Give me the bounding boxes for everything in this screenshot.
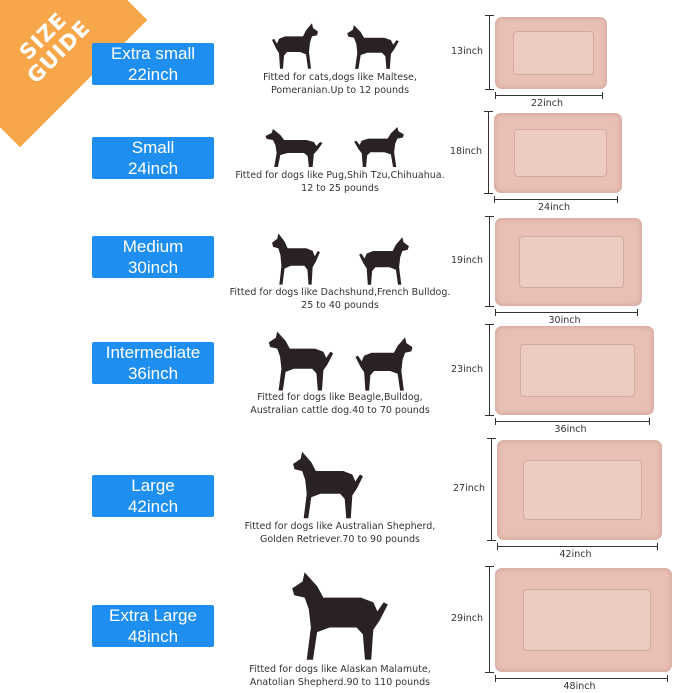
mat-inner-border [512, 31, 594, 75]
mat-image [497, 440, 662, 540]
width-label: 42inch [559, 549, 592, 560]
dog-silhouette-icon [353, 336, 415, 396]
width-label: 36inch [554, 424, 587, 435]
size-button-1[interactable]: Small 24inch [92, 137, 214, 179]
height-label: 29inch [451, 613, 483, 624]
size-length: 30inch [127, 258, 179, 277]
size-button-4[interactable]: Large 42inch [92, 475, 214, 517]
description-line: Fitted for dogs like Dachshund,French Bu… [229, 287, 451, 298]
mat-image [495, 218, 642, 306]
mat-inner-border [520, 343, 635, 398]
size-length: 42inch [127, 497, 179, 516]
width-dimension-line [495, 92, 603, 99]
mat-image [495, 568, 672, 672]
height-dimension-line [485, 566, 494, 673]
size-description: Fitted for dogs like Alaskan Malamute, An… [210, 664, 470, 689]
size-name: Extra small [110, 44, 196, 63]
height-label: 19inch [451, 255, 483, 266]
size-description: Fitted for cats,dogs like Maltese, Pomera… [210, 72, 470, 97]
width-dimension-line [494, 196, 618, 203]
size-button-0[interactable]: Extra small 22inch [92, 43, 214, 85]
mat-image [494, 113, 622, 193]
description-line: Australian cattle dog.40 to 70 pounds [250, 404, 430, 416]
size-description: Fitted for dogs like Australian Shepherd… [210, 521, 470, 546]
height-label: 13inch [451, 46, 483, 57]
size-description: Fitted for dogs like Pug,Shih Tzu,Chihua… [210, 170, 470, 195]
description-line: Pomeranian.Up to 12 pounds [270, 84, 410, 96]
size-length: 24inch [127, 159, 179, 178]
height-dimension-line [485, 15, 494, 90]
mat-inner-border [523, 588, 651, 652]
width-dimension-line [497, 543, 658, 550]
description-line: 12 to 25 pounds [301, 182, 379, 194]
size-button-2[interactable]: Medium 30inch [92, 236, 214, 278]
size-length: 48inch [127, 627, 179, 646]
size-name: Intermediate [105, 343, 201, 362]
dog-silhouette-icon [270, 232, 322, 290]
description-line: Fitted for dogs like Pug,Shih Tzu,Chihua… [235, 170, 445, 181]
size-button-5[interactable]: Extra Large 48inch [92, 605, 214, 647]
description-line: 25 to 40 pounds [301, 299, 379, 311]
height-dimension-line [485, 324, 494, 416]
height-dimension-line [487, 438, 496, 541]
description-line: Golden Retriever.70 to 90 pounds [259, 533, 421, 545]
description-line: Fitted for cats,dogs like Maltese, [263, 72, 417, 83]
size-name: Medium [122, 237, 184, 256]
size-name: Small [131, 138, 175, 157]
dog-silhouette-icon [290, 450, 366, 524]
size-name: Extra Large [109, 606, 197, 625]
height-label: 27inch [453, 483, 485, 494]
mat-inner-border [523, 460, 643, 520]
width-dimension-line [495, 309, 638, 316]
size-description: Fitted for dogs like Beagle,Bulldog, Aust… [210, 392, 470, 417]
width-label: 48inch [563, 681, 596, 692]
size-description: Fitted for dogs like Dachshund,French Bu… [210, 287, 470, 312]
mat-image [495, 326, 654, 415]
size-button-3[interactable]: Intermediate 36inch [92, 342, 214, 384]
dog-silhouette-icon [266, 330, 336, 396]
dog-silhouette-icon [270, 22, 320, 74]
size-length: 36inch [127, 364, 179, 383]
width-label: 30inch [548, 315, 581, 326]
dog-silhouette-icon [357, 236, 411, 290]
height-label: 18inch [450, 146, 482, 157]
height-dimension-line [484, 111, 493, 194]
description-line: Fitted for dogs like Beagle,Bulldog, [257, 392, 423, 403]
description-line: Anatolian Shepherd.90 to 110 pounds [249, 676, 431, 688]
size-name: Large [131, 476, 175, 495]
height-dimension-line [485, 216, 494, 307]
dog-silhouette-icon [345, 24, 401, 74]
description-line: Fitted for dogs like Alaskan Malamute, [249, 664, 431, 675]
height-label: 23inch [451, 363, 483, 375]
mat-inner-border [514, 129, 607, 177]
dog-silhouette-icon [352, 126, 406, 172]
width-label: 22inch [531, 98, 563, 109]
size-length: 22inch [127, 65, 179, 84]
width-dimension-line [495, 418, 650, 425]
description-line: Fitted for dogs like Australian Shepherd… [244, 521, 436, 532]
dog-silhouette-icon [288, 570, 392, 666]
dog-silhouette-icon [263, 128, 325, 172]
width-label: 24inch [538, 202, 570, 213]
mat-image [495, 17, 607, 89]
mat-inner-border [518, 235, 625, 289]
width-dimension-line [495, 675, 668, 682]
